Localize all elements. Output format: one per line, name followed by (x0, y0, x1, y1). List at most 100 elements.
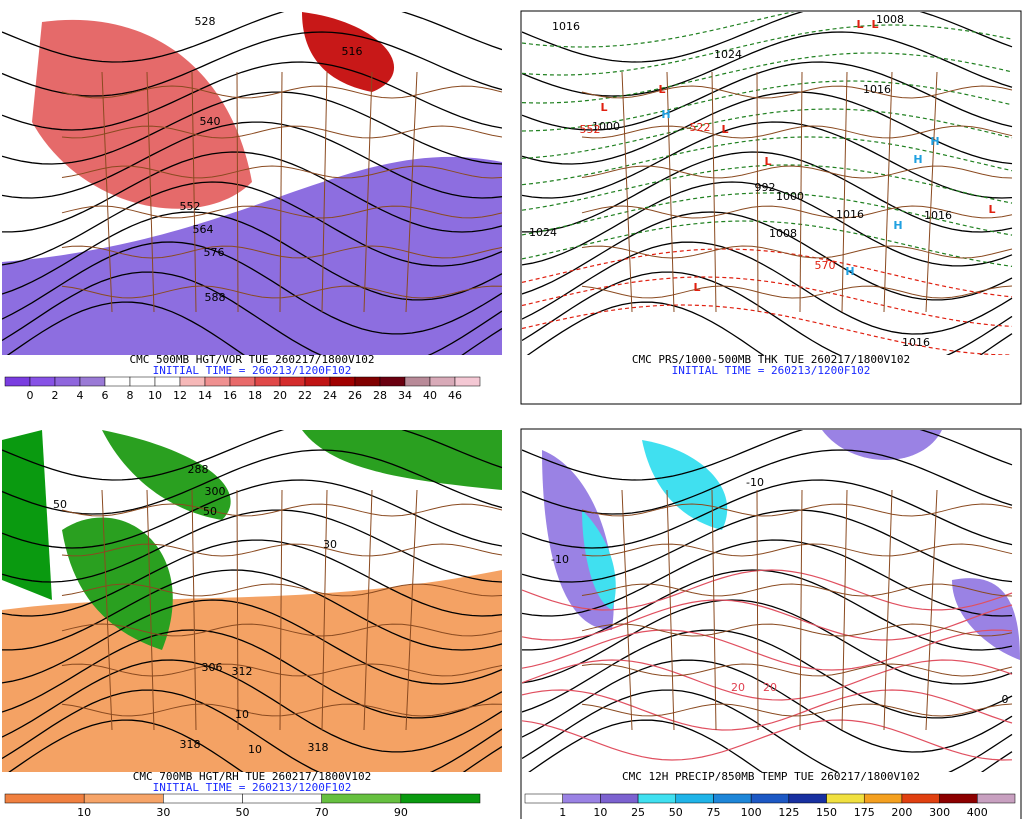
temp-line (522, 719, 1013, 761)
state-boundary (883, 71, 893, 313)
thickness-line (522, 108, 1013, 159)
contour-line (2, 121, 502, 199)
colorbar-label: 30 (156, 806, 170, 819)
contour-line (2, 211, 502, 301)
colorbar-swatch (400, 793, 481, 804)
contour-line (6, 301, 502, 355)
colorbar-label: 8 (127, 389, 134, 402)
colorbar-swatch (83, 793, 164, 804)
state-boundary (101, 71, 113, 313)
pressure-center: H (893, 219, 902, 232)
temp-line (522, 569, 1013, 611)
state-boundary (146, 489, 155, 731)
colorbar-swatch (788, 793, 827, 804)
contour-line (522, 91, 1013, 165)
state-boundary (581, 125, 1013, 139)
colorbar-swatch (154, 376, 181, 387)
colorbar-swatch (404, 376, 431, 387)
contour-label: 0 (1002, 693, 1009, 706)
colorbar-swatch (939, 793, 978, 804)
state-boundary (841, 489, 848, 731)
colorbar-label: 10 (77, 806, 91, 819)
state-boundary (191, 489, 197, 731)
state-boundary (61, 623, 502, 637)
rh-fill (302, 430, 502, 490)
colorbar-label: 26 (348, 389, 362, 402)
state-boundary (666, 71, 675, 313)
state-boundary (279, 71, 283, 313)
colorbar-label: 4 (77, 389, 84, 402)
state-boundary (925, 489, 938, 731)
pressure-center: L (721, 123, 728, 136)
contour-line (2, 479, 502, 549)
pressure-center: L (856, 18, 863, 31)
contour-line (528, 719, 1013, 772)
contour-label: 1024 (529, 226, 557, 239)
contour-line (522, 12, 1013, 63)
contour-label: 528 (195, 15, 216, 28)
panel-caption: CMC 700MB HGT/RH TUE 260217/1800V102 (133, 770, 371, 783)
colorbar-label: 24 (323, 389, 337, 402)
colorbar-swatch (279, 376, 306, 387)
rh-fill (2, 430, 52, 600)
colorbar-label: 34 (398, 389, 412, 402)
state-boundary (925, 71, 938, 313)
colorbar-label: 90 (394, 806, 408, 819)
contour-line (2, 509, 502, 583)
contour-line (2, 91, 502, 165)
colorbar-label: 400 (967, 806, 988, 819)
state-boundary (321, 71, 328, 313)
contour-label: 1000 (592, 120, 620, 133)
contour-label: 30 (323, 538, 337, 551)
colorbar-label: 200 (891, 806, 912, 819)
colorbar-label: 28 (373, 389, 387, 402)
pressure-center: L (658, 83, 665, 96)
colorbar-swatch (600, 793, 639, 804)
contour-label: 552 (580, 123, 601, 136)
state-boundary (581, 205, 1013, 219)
state-boundary (581, 85, 1013, 99)
contour-line (2, 271, 502, 355)
state-boundary (363, 489, 373, 731)
contour-label: 570 (815, 259, 836, 272)
colorbar-swatch (329, 376, 356, 387)
state-boundary (756, 71, 759, 313)
colorbar-swatch (454, 376, 481, 387)
state-boundary (321, 489, 328, 731)
contour-label: 552 (180, 200, 201, 213)
state-boundary (581, 583, 1013, 597)
state-boundary (756, 489, 759, 731)
colorbar-label: 50 (236, 806, 250, 819)
colorbar-label: 12 (173, 389, 187, 402)
contour-label: 300 (205, 485, 226, 498)
pressure-center: L (871, 18, 878, 31)
contour-label: -10 (746, 476, 764, 489)
state-boundary (236, 71, 239, 313)
colorbar-swatch (901, 793, 940, 804)
colorbar-swatch (675, 793, 714, 804)
rh-fill (102, 430, 231, 520)
contour-line (2, 539, 502, 617)
contour-label: 10 (248, 743, 262, 756)
state-boundary (61, 165, 502, 179)
initial-time: INITIAL TIME = 260213/1200F102 (672, 364, 871, 377)
colorbar-label: 75 (706, 806, 720, 819)
contour-label: 50 (203, 505, 217, 518)
colorbar-label: 100 (741, 806, 762, 819)
colorbar-label: 50 (669, 806, 683, 819)
state-boundary (799, 489, 803, 731)
colorbar-label: 0 (27, 389, 34, 402)
panel-caption: CMC PRS/1000-500MB THK TUE 260217/1800V1… (632, 353, 910, 366)
colorbar-swatch (4, 793, 85, 804)
state-boundary (581, 503, 1013, 517)
contour-line (2, 689, 502, 772)
colorbar-swatch (242, 793, 322, 804)
initial-time: INITIAL TIME = 260213/1200F102 (153, 781, 352, 794)
thickness-line (522, 276, 1013, 327)
precip-fill (582, 510, 616, 610)
precip-fill (952, 578, 1020, 660)
contour-label: 306 (202, 661, 223, 674)
state-boundary (101, 489, 113, 731)
contour-line (2, 12, 502, 63)
